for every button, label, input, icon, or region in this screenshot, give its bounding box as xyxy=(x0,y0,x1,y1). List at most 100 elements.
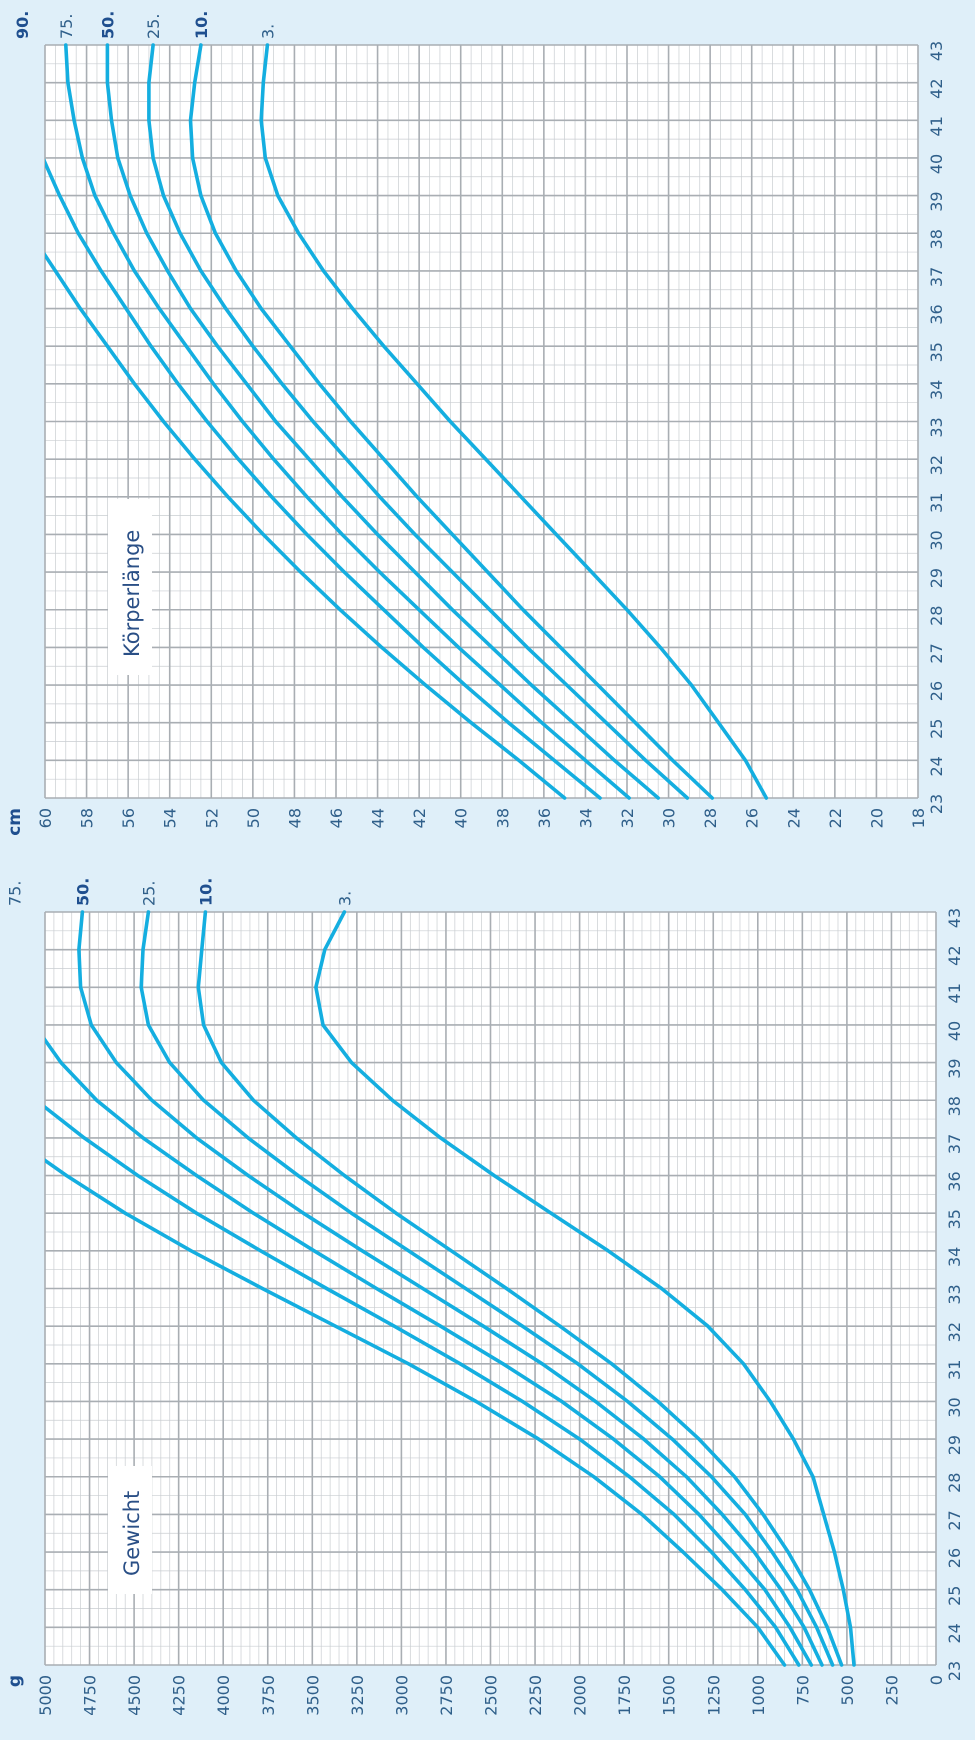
x-tick-label: 32 xyxy=(927,455,946,475)
series-line-3 xyxy=(259,43,769,800)
series-line-97 xyxy=(45,1158,787,1667)
y-tick-label: 3500 xyxy=(303,1675,322,1716)
x-tick-label: 34 xyxy=(927,380,946,400)
y-tick-label: 22 xyxy=(826,808,845,828)
y-tick-label: 42 xyxy=(410,808,429,828)
x-tick-label: 31 xyxy=(927,493,946,513)
y-tick-label: 750 xyxy=(793,1675,812,1706)
x-tick-label: 43 xyxy=(927,41,946,61)
y-tick-label: 60 xyxy=(36,808,55,828)
x-tick-label: 30 xyxy=(945,1397,964,1417)
y-tick-label: 46 xyxy=(327,808,346,828)
y-tick-label: 4500 xyxy=(125,1675,144,1716)
x-tick-label: 40 xyxy=(927,154,946,174)
series-line-10 xyxy=(196,910,844,1667)
y-tick-label: 26 xyxy=(743,808,762,828)
y-tick-label: 34 xyxy=(576,808,595,828)
series-line-50 xyxy=(105,43,661,800)
y-tick-label: 4750 xyxy=(81,1675,100,1716)
chart-title-box xyxy=(108,499,152,675)
x-tick-label: 36 xyxy=(945,1171,964,1191)
y-tick-label: 48 xyxy=(285,808,304,828)
series-label: 90. xyxy=(13,11,32,39)
y-tick-label: 58 xyxy=(78,808,97,828)
y-tick-label: 50 xyxy=(244,808,263,828)
series-label: 3. xyxy=(335,891,354,906)
chart-title-box xyxy=(108,1466,152,1594)
y-tick-label: 500 xyxy=(838,1675,857,1706)
y-tick-label: 0 xyxy=(927,1675,946,1685)
y-tick-label: 28 xyxy=(701,808,720,828)
x-tick-label: 24 xyxy=(927,756,946,776)
y-tick-label: 1250 xyxy=(704,1675,723,1716)
y-tick-label: 52 xyxy=(202,808,221,828)
series-label: 75. xyxy=(6,881,25,906)
x-tick-label: 25 xyxy=(945,1586,964,1606)
y-tick-label: 20 xyxy=(867,808,886,828)
x-tick-label: 38 xyxy=(927,229,946,249)
x-tick-label: 34 xyxy=(945,1247,964,1267)
x-tick-label: 27 xyxy=(945,1510,964,1530)
x-tick-label: 39 xyxy=(945,1058,964,1078)
y-tick-label: 1750 xyxy=(615,1675,634,1716)
x-tick-label: 42 xyxy=(945,945,964,965)
series-line-75 xyxy=(45,1036,814,1667)
series-line-90 xyxy=(45,158,602,800)
series-line-75 xyxy=(64,43,631,800)
y-tick-label: 5000 xyxy=(36,1675,55,1716)
series-label: 50. xyxy=(73,878,92,906)
y-axis-unit-label: cm xyxy=(5,808,25,836)
x-tick-label: 32 xyxy=(945,1322,964,1342)
x-tick-label: 43 xyxy=(945,908,964,928)
series-label: 3. xyxy=(258,24,277,39)
x-tick-label: 35 xyxy=(927,342,946,362)
x-tick-label: 26 xyxy=(945,1548,964,1568)
y-tick-label: 54 xyxy=(161,808,180,828)
series-label: 50. xyxy=(98,11,117,39)
series-line-50 xyxy=(77,910,824,1667)
x-tick-label: 37 xyxy=(927,267,946,287)
x-tick-label: 25 xyxy=(927,719,946,739)
y-tick-label: 2000 xyxy=(571,1675,590,1716)
y-tick-label: 3750 xyxy=(259,1675,278,1716)
x-tick-label: 33 xyxy=(945,1284,964,1304)
y-tick-label: 2750 xyxy=(437,1675,456,1716)
chart-title: Körperlänge xyxy=(120,530,144,657)
x-tick-label: 38 xyxy=(945,1096,964,1116)
x-tick-label: 33 xyxy=(927,417,946,437)
series-line-3 xyxy=(314,910,856,1667)
x-tick-label: 35 xyxy=(945,1209,964,1229)
x-tick-label: 31 xyxy=(945,1360,964,1380)
y-tick-label: 32 xyxy=(618,808,637,828)
series-label: 25. xyxy=(144,14,163,39)
x-tick-label: 30 xyxy=(927,530,946,550)
y-tick-label: 3250 xyxy=(348,1675,367,1716)
y-tick-label: 1500 xyxy=(660,1675,679,1716)
x-tick-label: 27 xyxy=(927,643,946,663)
series-line-25 xyxy=(139,910,835,1667)
chart-title: Gewicht xyxy=(120,1491,144,1576)
x-tick-label: 23 xyxy=(927,794,946,814)
y-tick-label: 24 xyxy=(784,808,803,828)
chart-panel-laenge: 23 24 25 26 27 28 29 30 31 32 33 34 35 36 37 38 39 40 41 42… xyxy=(5,11,946,836)
y-tick-label: 1000 xyxy=(749,1675,768,1716)
series-label: 75. xyxy=(57,14,76,39)
x-tick-label: 42 xyxy=(927,78,946,98)
x-tick-label: 24 xyxy=(945,1623,964,1643)
y-tick-label: 3000 xyxy=(392,1675,411,1716)
x-tick-label: 37 xyxy=(945,1134,964,1154)
y-tick-label: 40 xyxy=(452,808,471,828)
x-tick-label: 26 xyxy=(927,681,946,701)
series-line-97 xyxy=(45,252,567,800)
y-tick-label: 4250 xyxy=(170,1675,189,1716)
y-tick-label: 2500 xyxy=(482,1675,501,1716)
y-tick-label: 4000 xyxy=(214,1675,233,1716)
x-tick-label: 39 xyxy=(927,191,946,211)
x-tick-label: 40 xyxy=(945,1021,964,1041)
x-tick-label: 29 xyxy=(945,1435,964,1455)
y-tick-label: 36 xyxy=(535,808,554,828)
y-tick-label: 30 xyxy=(660,808,679,828)
chart-panel-gewicht: 23 24 25 26 27 28 29 30 31 32 33 34 35 36 37 38 39 40 41 42… xyxy=(5,878,964,1716)
y-axis-unit-label: g xyxy=(5,1675,25,1687)
